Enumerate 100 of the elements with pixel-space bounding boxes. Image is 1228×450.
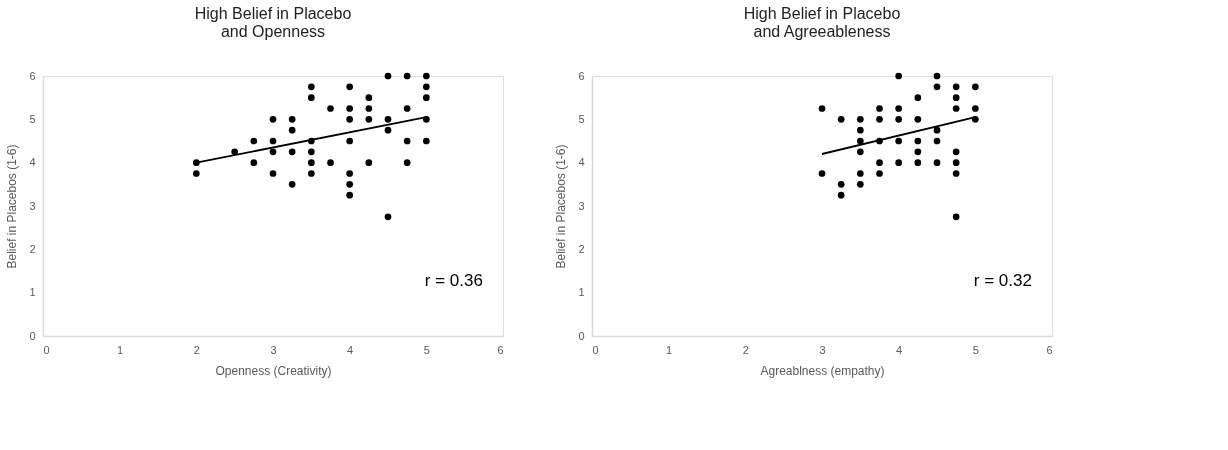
point	[895, 159, 903, 167]
y-axis-title: Belief in Placebos (1-6)	[554, 144, 569, 269]
point	[422, 72, 430, 80]
y-tick-label: 3	[578, 199, 585, 212]
y-tick-label: 3	[29, 199, 36, 212]
point	[952, 170, 960, 177]
point	[192, 159, 200, 167]
y-tick-label: 4	[29, 156, 36, 169]
point	[856, 148, 864, 156]
point	[288, 126, 296, 134]
point	[837, 191, 845, 199]
y-tick-label: 1	[29, 286, 36, 299]
point	[346, 105, 354, 112]
x-tick-label: 3	[819, 343, 826, 356]
x-tick-label: 2	[742, 343, 749, 356]
point	[346, 170, 354, 177]
point	[269, 115, 277, 123]
point	[422, 137, 430, 145]
point	[895, 115, 903, 123]
point	[952, 148, 960, 156]
x-tick-label: 4	[896, 343, 903, 356]
point	[876, 115, 883, 123]
point	[327, 105, 334, 112]
x-axis-title: Agreablness (empathy)	[760, 363, 885, 378]
point	[403, 159, 411, 167]
annotation: r = 0.36	[424, 271, 483, 291]
point	[971, 83, 979, 91]
point	[971, 105, 979, 112]
x-tick-label: 6	[497, 343, 504, 356]
point	[307, 170, 315, 177]
x-tick-label: 5	[423, 343, 430, 356]
point	[933, 126, 941, 134]
point	[269, 170, 277, 177]
point	[856, 170, 864, 177]
x-tick-label: 3	[270, 343, 277, 356]
point	[952, 94, 960, 102]
y-tick-label: 0	[578, 329, 585, 342]
x-tick-label: 5	[972, 343, 979, 356]
point	[952, 105, 960, 112]
point	[403, 72, 411, 80]
annotation: r = 0.32	[973, 271, 1032, 291]
point	[346, 83, 354, 91]
point	[307, 94, 315, 102]
point	[837, 180, 845, 188]
point	[895, 105, 903, 112]
point	[269, 148, 277, 156]
point	[933, 159, 941, 167]
point	[384, 213, 392, 221]
y-tick-label: 4	[578, 156, 585, 169]
point	[952, 213, 960, 221]
y-axis-title: Belief in Placebos (1-6)	[5, 144, 20, 269]
point	[914, 148, 922, 156]
point	[384, 72, 392, 80]
chart-title: High Belief in Placebo and Agreeableness	[743, 5, 901, 40]
point	[365, 115, 373, 123]
point	[288, 115, 296, 123]
point	[933, 72, 941, 80]
point	[346, 137, 354, 145]
point	[856, 126, 864, 134]
point	[346, 191, 354, 199]
point	[914, 159, 922, 167]
point	[876, 159, 883, 167]
point	[422, 115, 430, 123]
point	[346, 180, 354, 188]
point	[250, 137, 258, 145]
point	[307, 148, 315, 156]
point	[231, 148, 239, 156]
point	[933, 83, 941, 91]
x-tick-label: 1	[117, 343, 124, 356]
point	[914, 115, 922, 123]
point	[856, 180, 864, 188]
point	[384, 126, 392, 134]
point	[327, 159, 334, 167]
point	[914, 137, 922, 145]
point	[856, 137, 864, 145]
point	[365, 159, 373, 167]
x-tick-label: 4	[347, 343, 354, 356]
point	[952, 159, 960, 167]
y-tick-label: 5	[29, 112, 36, 125]
point	[895, 72, 903, 80]
point	[914, 94, 922, 102]
point	[403, 105, 411, 112]
point	[384, 115, 392, 123]
point	[422, 94, 430, 102]
y-tick-label: 6	[29, 69, 36, 82]
x-tick-label: 6	[1046, 343, 1053, 356]
point	[818, 105, 826, 112]
point	[307, 83, 315, 91]
x-tick-label: 2	[193, 343, 200, 356]
point	[818, 170, 826, 177]
y-tick-label: 2	[29, 242, 36, 255]
x-tick-label: 0	[592, 343, 599, 356]
x-tick-label: 1	[666, 343, 673, 356]
point	[192, 170, 200, 177]
y-tick-label: 2	[578, 242, 585, 255]
y-tick-label: 0	[29, 329, 36, 342]
point	[288, 148, 296, 156]
point	[422, 83, 430, 91]
point	[837, 115, 845, 123]
point	[365, 105, 373, 112]
